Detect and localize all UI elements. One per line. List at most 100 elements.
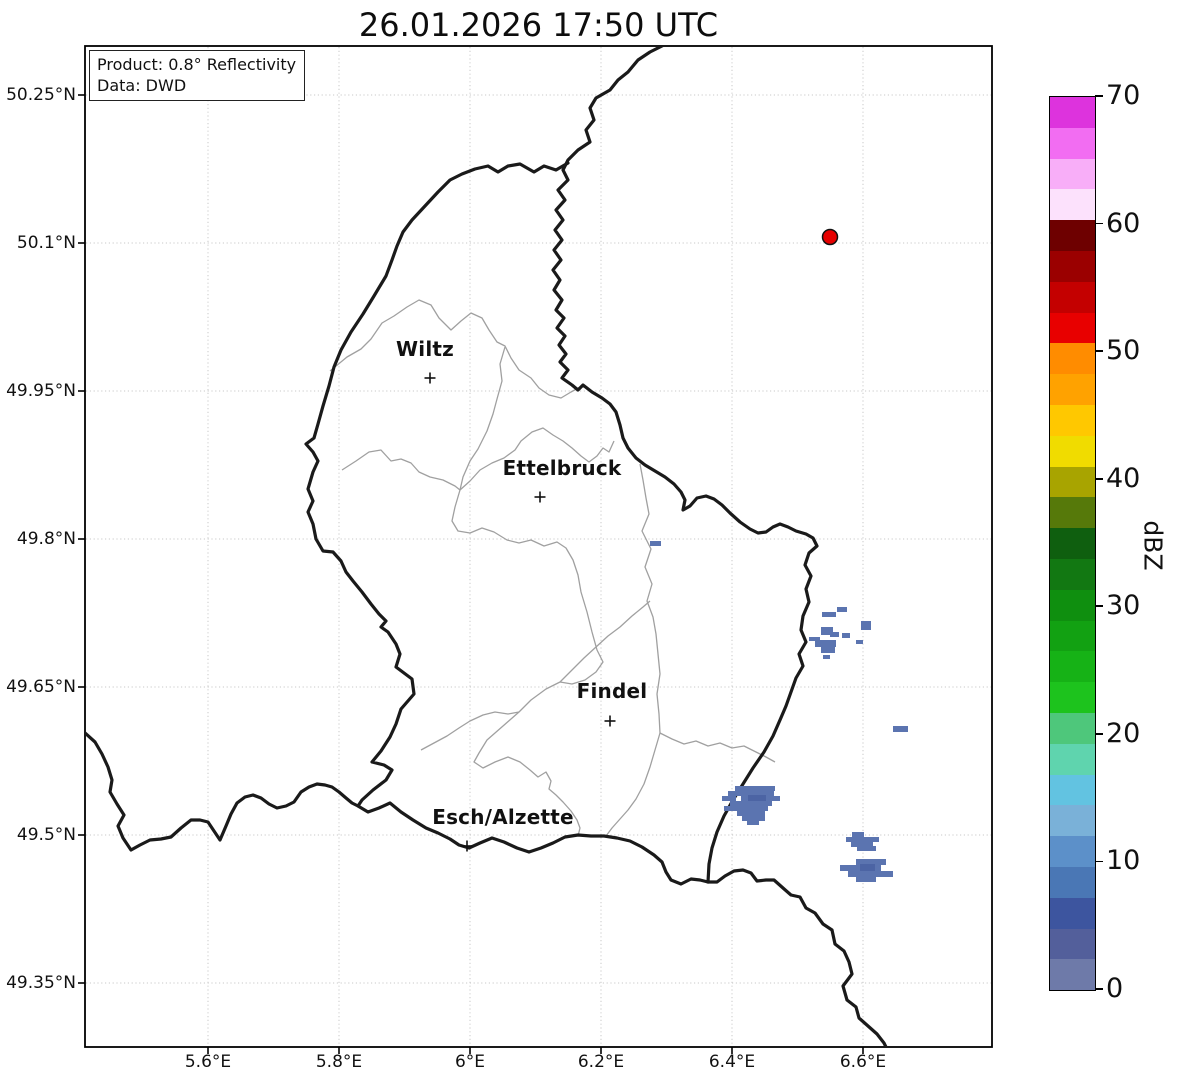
colorbar-segment: [1050, 158, 1095, 190]
colorbar-segment: [1050, 712, 1095, 744]
echo-pixel: [737, 811, 765, 816]
city-marker-ettelbruck: [534, 491, 546, 503]
colorbar-tick-mark: [1095, 860, 1103, 863]
colorbar-segment: [1050, 651, 1095, 683]
city-label: Ettelbruck: [502, 456, 622, 480]
echo-pixel: [842, 633, 850, 638]
echo-pixel: [856, 859, 886, 865]
x-tick-label: 5.6°E: [184, 1052, 232, 1072]
colorbar-segment: [1050, 743, 1095, 775]
colorbar-tick-mark: [1095, 733, 1103, 735]
data-source-line: Data: DWD: [97, 76, 187, 95]
border-belgium-france: [86, 731, 360, 852]
colorbar-segment: [1050, 928, 1095, 960]
colorbar-tick-label: 0: [1106, 973, 1124, 1004]
y-tick-label: 49.5°N: [16, 825, 76, 845]
echo-pixel: [724, 806, 768, 811]
echo-pixel: [728, 791, 774, 796]
colorbar-segment: [1050, 466, 1095, 498]
colorbar-segment: [1050, 497, 1095, 529]
colorbar-tick-label: 70: [1106, 80, 1141, 111]
colorbar-segment: [1050, 435, 1095, 467]
echo-pixel: [856, 640, 863, 644]
x-tick-label: 5.8°E: [315, 1052, 363, 1072]
echo-pixel: [830, 632, 839, 637]
echo-pixel: [893, 726, 908, 732]
city-label: Wiltz: [396, 337, 454, 361]
district-borders: [329, 299, 776, 837]
y-tick-label: 50.25°N: [6, 85, 76, 105]
echo-pixel: [822, 612, 836, 617]
y-tick-label: 49.65°N: [6, 677, 76, 697]
city-marker-findel: [604, 715, 616, 727]
reflectivity-echoes: [650, 541, 908, 882]
echo-pixel: [735, 786, 775, 791]
map-frame: [84, 45, 993, 1048]
echo-pixel: [730, 801, 772, 806]
colorbar-tick-mark: [1095, 988, 1103, 990]
country-borders: [86, 47, 888, 1046]
colorbar-tick-mark: [1095, 95, 1103, 97]
colorbar-segment: [1050, 959, 1095, 991]
colorbar-segment: [1050, 836, 1095, 867]
colorbar-segment: [1050, 558, 1095, 590]
colorbar-segment: [1050, 312, 1095, 344]
colorbar: [1049, 96, 1096, 991]
colorbar-tick-mark: [1095, 350, 1103, 352]
gridlines: [86, 47, 991, 1046]
x-tick-label: 6.6°E: [839, 1052, 887, 1072]
figure-title: 26.01.2026 17:50 UTC: [358, 6, 719, 44]
colorbar-tick-label: 60: [1106, 207, 1141, 239]
echo-pixel: [856, 877, 876, 882]
y-tick-label: 49.8°N: [16, 529, 76, 549]
colorbar-segment: [1050, 774, 1095, 806]
colorbar-segment: [1050, 589, 1095, 621]
colorbar-tick-label: 10: [1106, 845, 1141, 877]
colorbar-tick-label: 40: [1106, 462, 1141, 494]
colorbar-tick-mark: [1095, 222, 1103, 225]
echo-pixel: [821, 627, 833, 635]
colorbar-segment: [1050, 220, 1095, 251]
echo-pixel: [857, 846, 876, 851]
y-tick-label: 50.1°N: [16, 233, 76, 253]
echo-pixel: [848, 871, 893, 877]
colorbar-segment: [1050, 250, 1095, 282]
colorbar-tick-label: 50: [1106, 335, 1141, 367]
echo-pixel: [861, 621, 871, 630]
city-label: Findel: [576, 679, 648, 703]
radar-site-marker: [821, 228, 839, 246]
axis-tick-marks: [78, 94, 864, 1054]
echo-pixel: [809, 637, 820, 641]
border-germany-our-sauer-moselle: [551, 47, 819, 884]
colorbar-segment: [1050, 404, 1095, 436]
colorbar-segment: [1050, 189, 1095, 221]
echo-pixel: [837, 607, 847, 612]
echo-pixel: [742, 816, 765, 821]
echo-pixel: [650, 541, 661, 546]
echo-pixel: [747, 820, 759, 825]
colorbar-segment: [1050, 343, 1095, 375]
colorbar-segment: [1050, 127, 1095, 159]
colorbar-segment: [1050, 374, 1095, 405]
colorbar-segment: [1050, 97, 1095, 128]
colorbar-segment: [1050, 620, 1095, 652]
colorbar-tick-label: 20: [1106, 717, 1141, 749]
echo-pixel: [821, 645, 835, 653]
city-marker-wiltz: [424, 372, 436, 384]
colorbar-segment: [1050, 281, 1095, 313]
colorbar-axis-label: dBZ: [1138, 520, 1168, 571]
city-markers: [424, 372, 616, 852]
x-tick-label: 6.2°E: [577, 1052, 625, 1072]
echo-pixel: [748, 795, 766, 806]
product-info-box: Product: 0.8° Reflectivity Data: DWD: [89, 50, 306, 101]
x-tick-label: 6°E: [454, 1052, 486, 1072]
colorbar-segment: [1050, 897, 1095, 929]
y-tick-label: 49.35°N: [6, 973, 76, 993]
echo-pixel: [722, 796, 736, 801]
colorbar-tick-mark: [1095, 605, 1103, 608]
colorbar-segment: [1050, 528, 1095, 559]
colorbar-tick-label: 30: [1106, 590, 1141, 622]
border-luxembourg-west: [304, 161, 710, 886]
